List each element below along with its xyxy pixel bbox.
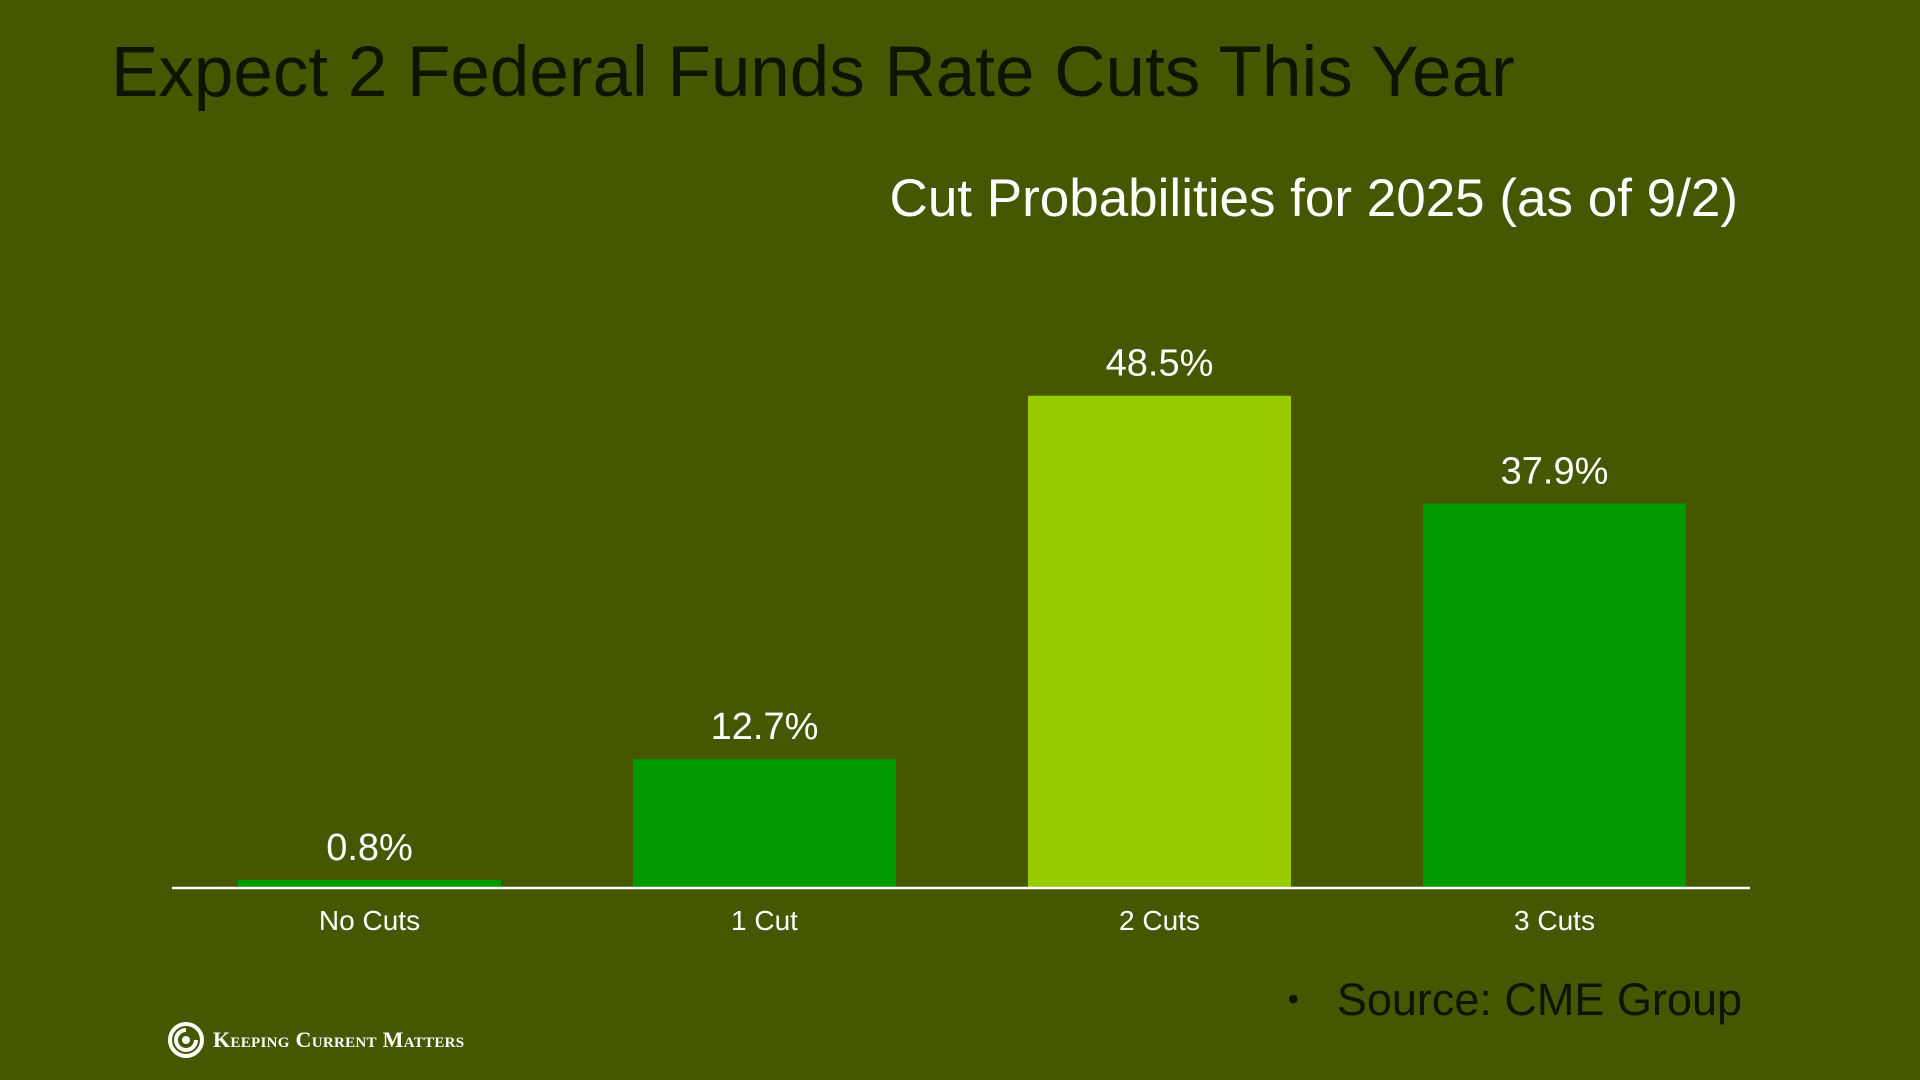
bar-1-cut: [633, 759, 896, 888]
chart-title: Cut Probabilities for 2025 (as of 9/2): [890, 169, 1738, 228]
source-note: • Source: CME Group: [1288, 974, 1742, 1026]
data-label: 37.9%: [1501, 450, 1609, 492]
x-tick-label: 3 Cuts: [1514, 905, 1595, 936]
slide-title: Expect 2 Federal Funds Rate Cuts This Ye…: [111, 33, 1515, 112]
data-label: 0.8%: [326, 827, 413, 869]
bar-no-cuts: [238, 879, 501, 888]
bar-2-cuts: [1028, 395, 1291, 888]
x-tick-label: 2 Cuts: [1119, 905, 1200, 936]
source-text: Source: CME Group: [1336, 974, 1742, 1025]
kcm-logo: Keeping Current Matters: [167, 1022, 464, 1058]
x-tick-label: No Cuts: [319, 905, 420, 936]
bars-layer: 0.8% No Cuts 12.7% 1 Cut 48.5% 2 Cuts 37.9% 3 C…: [238, 343, 1686, 936]
x-tick-label: 1 Cut: [731, 905, 798, 936]
data-label: 48.5%: [1106, 343, 1214, 385]
data-label: 12.7%: [711, 706, 819, 748]
swirl-logo-icon: [168, 1022, 204, 1058]
logo-text: Keeping Current Matters: [213, 1027, 465, 1052]
bullet-icon: •: [1287, 980, 1299, 1017]
bar-3-cuts: [1423, 503, 1686, 888]
